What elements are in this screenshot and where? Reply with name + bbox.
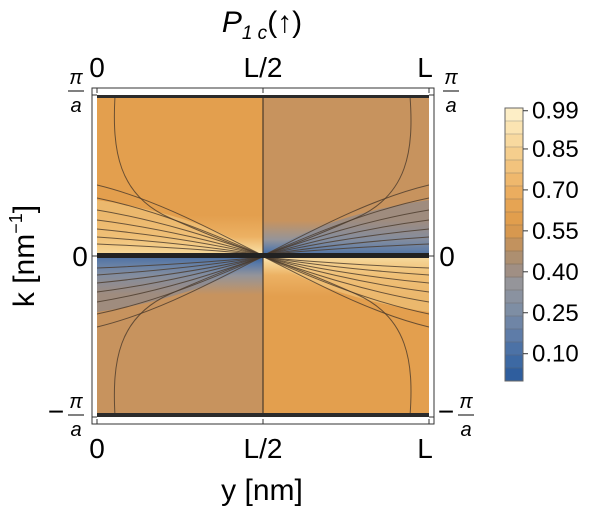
colorbar-band-2 (505, 342, 523, 356)
colorbar-tick-label: 0.85 (532, 136, 579, 163)
colorbar-band-15 (505, 173, 523, 187)
svg-text:−: − (48, 396, 64, 427)
y-tick-left-zero: 0 (72, 241, 88, 272)
x-tick-bottom-half: L/2 (244, 433, 283, 464)
colorbar-band-12 (505, 212, 523, 226)
title-subscript: 1 c (242, 23, 268, 44)
colorbar-band-6 (505, 290, 523, 304)
center-band (97, 253, 429, 258)
chart-title: P1 c(↑) (222, 6, 302, 44)
colorbar-tick-label: 0.40 (532, 259, 579, 286)
colorbar-band-0 (505, 368, 523, 382)
title-suffix: (↑) (267, 6, 302, 39)
title-main: P (222, 6, 242, 39)
x-tick-bottom-0: 0 (89, 433, 105, 464)
colorbar-band-13 (505, 199, 523, 213)
contour-lines (97, 95, 429, 417)
colorbar-band-3 (505, 329, 523, 343)
colorbar-band-10 (505, 238, 523, 252)
colorbar-band-1 (505, 355, 523, 369)
svg-text:π: π (459, 391, 473, 413)
y-tick-right-bottom: − π a (438, 391, 474, 441)
colorbar-band-19 (505, 121, 523, 135)
svg-text:a: a (70, 419, 81, 441)
colorbar-band-16 (505, 160, 523, 174)
colorbar-band-20 (505, 108, 523, 122)
colorbar-band-5 (505, 303, 523, 317)
colorbar-band-14 (505, 186, 523, 200)
svg-text:−: − (438, 396, 454, 427)
y-label-main: k [nm (8, 234, 41, 307)
y-tick-right-zero: 0 (439, 241, 455, 272)
y-tick-left-top: π a (68, 67, 84, 117)
colorbar-band-11 (505, 225, 523, 239)
bottom-edge-band (97, 413, 429, 417)
colorbar-tick-label: 0.25 (532, 300, 579, 327)
y-tick-left-bottom: − π a (48, 391, 84, 441)
y-tick-right-top: π a (443, 67, 459, 117)
colorbar-band-17 (505, 147, 523, 161)
colorbar-frame (504, 107, 524, 382)
y-label-end: ] (8, 205, 41, 213)
y-axis-label: k [nm−1] (6, 205, 41, 307)
y-label-superscript: −1 (6, 213, 26, 234)
x-tick-top-L: L (417, 52, 433, 83)
colorbar-tick-label: 0.99 (532, 98, 579, 125)
colorbar-tick-label: 0.10 (532, 341, 579, 368)
svg-text:a: a (445, 95, 456, 117)
colorbar: 0.99 0.85 0.70 0.55 0.40 0.25 0.10 (504, 98, 579, 382)
x-tick-top-half: L/2 (244, 52, 283, 83)
colorbar-band-7 (505, 277, 523, 291)
x-tick-bottom-L: L (417, 433, 433, 464)
top-edge-band (97, 95, 429, 98)
x-axis-label: y [nm] (221, 474, 303, 507)
plot-area (97, 95, 429, 417)
svg-text:π: π (444, 67, 458, 89)
colorbar-band-4 (505, 316, 523, 330)
x-tick-top-0: 0 (89, 52, 105, 83)
svg-text:a: a (70, 95, 81, 117)
tick-marks (92, 88, 434, 424)
colorbar-band-9 (505, 251, 523, 265)
colorbar-tick-label: 0.70 (532, 177, 579, 204)
colorbar-band-18 (505, 134, 523, 148)
colorbar-tick-label: 0.55 (532, 218, 579, 245)
svg-text:a: a (460, 419, 471, 441)
svg-text:π: π (69, 391, 83, 413)
svg-text:π: π (69, 67, 83, 89)
colorbar-band-8 (505, 264, 523, 278)
